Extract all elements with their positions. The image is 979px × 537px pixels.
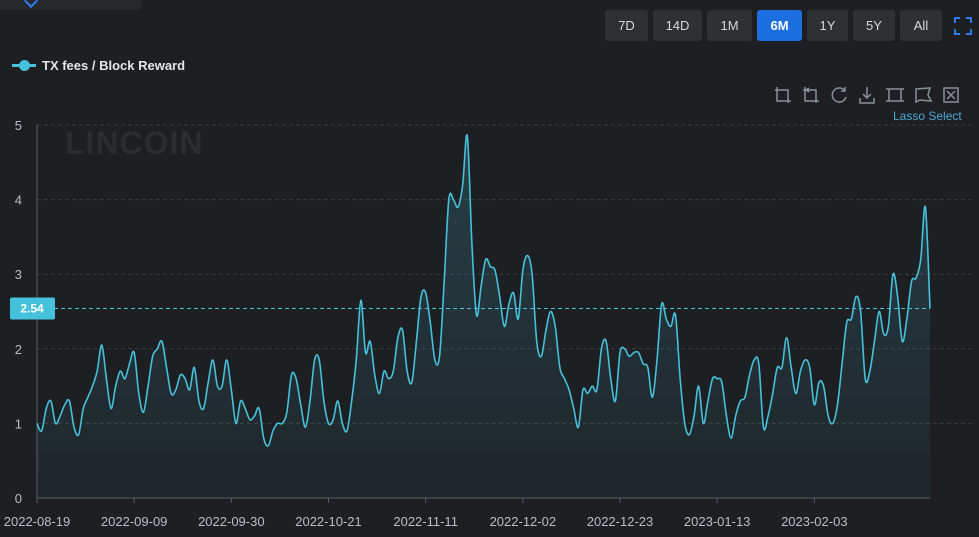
current-value-label: 2.54 bbox=[20, 302, 44, 316]
download-icon[interactable] bbox=[857, 85, 877, 105]
range-7d-button[interactable]: 7D bbox=[605, 10, 648, 41]
top-strip bbox=[0, 0, 142, 10]
y-tick-label: 5 bbox=[15, 118, 22, 133]
series-line[interactable] bbox=[36, 134, 931, 447]
zoom-reset-icon[interactable] bbox=[801, 85, 821, 105]
chart-toolbox bbox=[773, 85, 961, 105]
y-tick-label: 0 bbox=[15, 491, 22, 506]
y-tick-label: 3 bbox=[15, 267, 22, 282]
range-selector: 7D 14D 1M 6M 1Y 5Y All bbox=[605, 10, 942, 41]
x-tick-label: 2022-12-02 bbox=[490, 514, 557, 529]
toolbox-hint: Lasso Select bbox=[893, 109, 962, 123]
y-tick-label: 2 bbox=[15, 342, 22, 357]
watermark: LINCOIN bbox=[65, 125, 204, 161]
fullscreen-icon[interactable] bbox=[952, 15, 974, 37]
x-tick-label: 2022-09-30 bbox=[198, 514, 265, 529]
range-1m-button[interactable]: 1M bbox=[707, 10, 752, 41]
zoom-icon[interactable] bbox=[773, 85, 793, 105]
legend-item[interactable]: TX fees / Block Reward bbox=[12, 58, 185, 73]
x-tick-label: 2023-02-03 bbox=[781, 514, 848, 529]
clear-select-icon[interactable] bbox=[941, 85, 961, 105]
x-tick-label: 2022-08-19 bbox=[4, 514, 71, 529]
lasso-select-icon[interactable] bbox=[913, 85, 933, 105]
rect-select-icon[interactable] bbox=[885, 85, 905, 105]
range-all-button[interactable]: All bbox=[900, 10, 942, 41]
x-tick-label: 2022-10-21 bbox=[295, 514, 362, 529]
x-tick-label: 2022-09-09 bbox=[101, 514, 168, 529]
range-5y-button[interactable]: 5Y bbox=[853, 10, 895, 41]
legend-line-icon bbox=[12, 60, 36, 71]
x-tick-label: 2022-12-23 bbox=[587, 514, 654, 529]
legend-label: TX fees / Block Reward bbox=[42, 58, 186, 73]
restore-icon[interactable] bbox=[829, 85, 849, 105]
series-area bbox=[37, 134, 930, 498]
y-tick-label: 4 bbox=[15, 193, 22, 208]
range-6m-button[interactable]: 6M bbox=[757, 10, 802, 41]
x-tick-label: 2023-01-13 bbox=[684, 514, 751, 529]
y-tick-label: 1 bbox=[15, 416, 22, 431]
range-14d-button[interactable]: 14D bbox=[653, 10, 702, 41]
range-1y-button[interactable]: 1Y bbox=[807, 10, 848, 41]
x-tick-label: 2022-11-11 bbox=[393, 514, 458, 529]
current-value-box bbox=[10, 297, 55, 320]
